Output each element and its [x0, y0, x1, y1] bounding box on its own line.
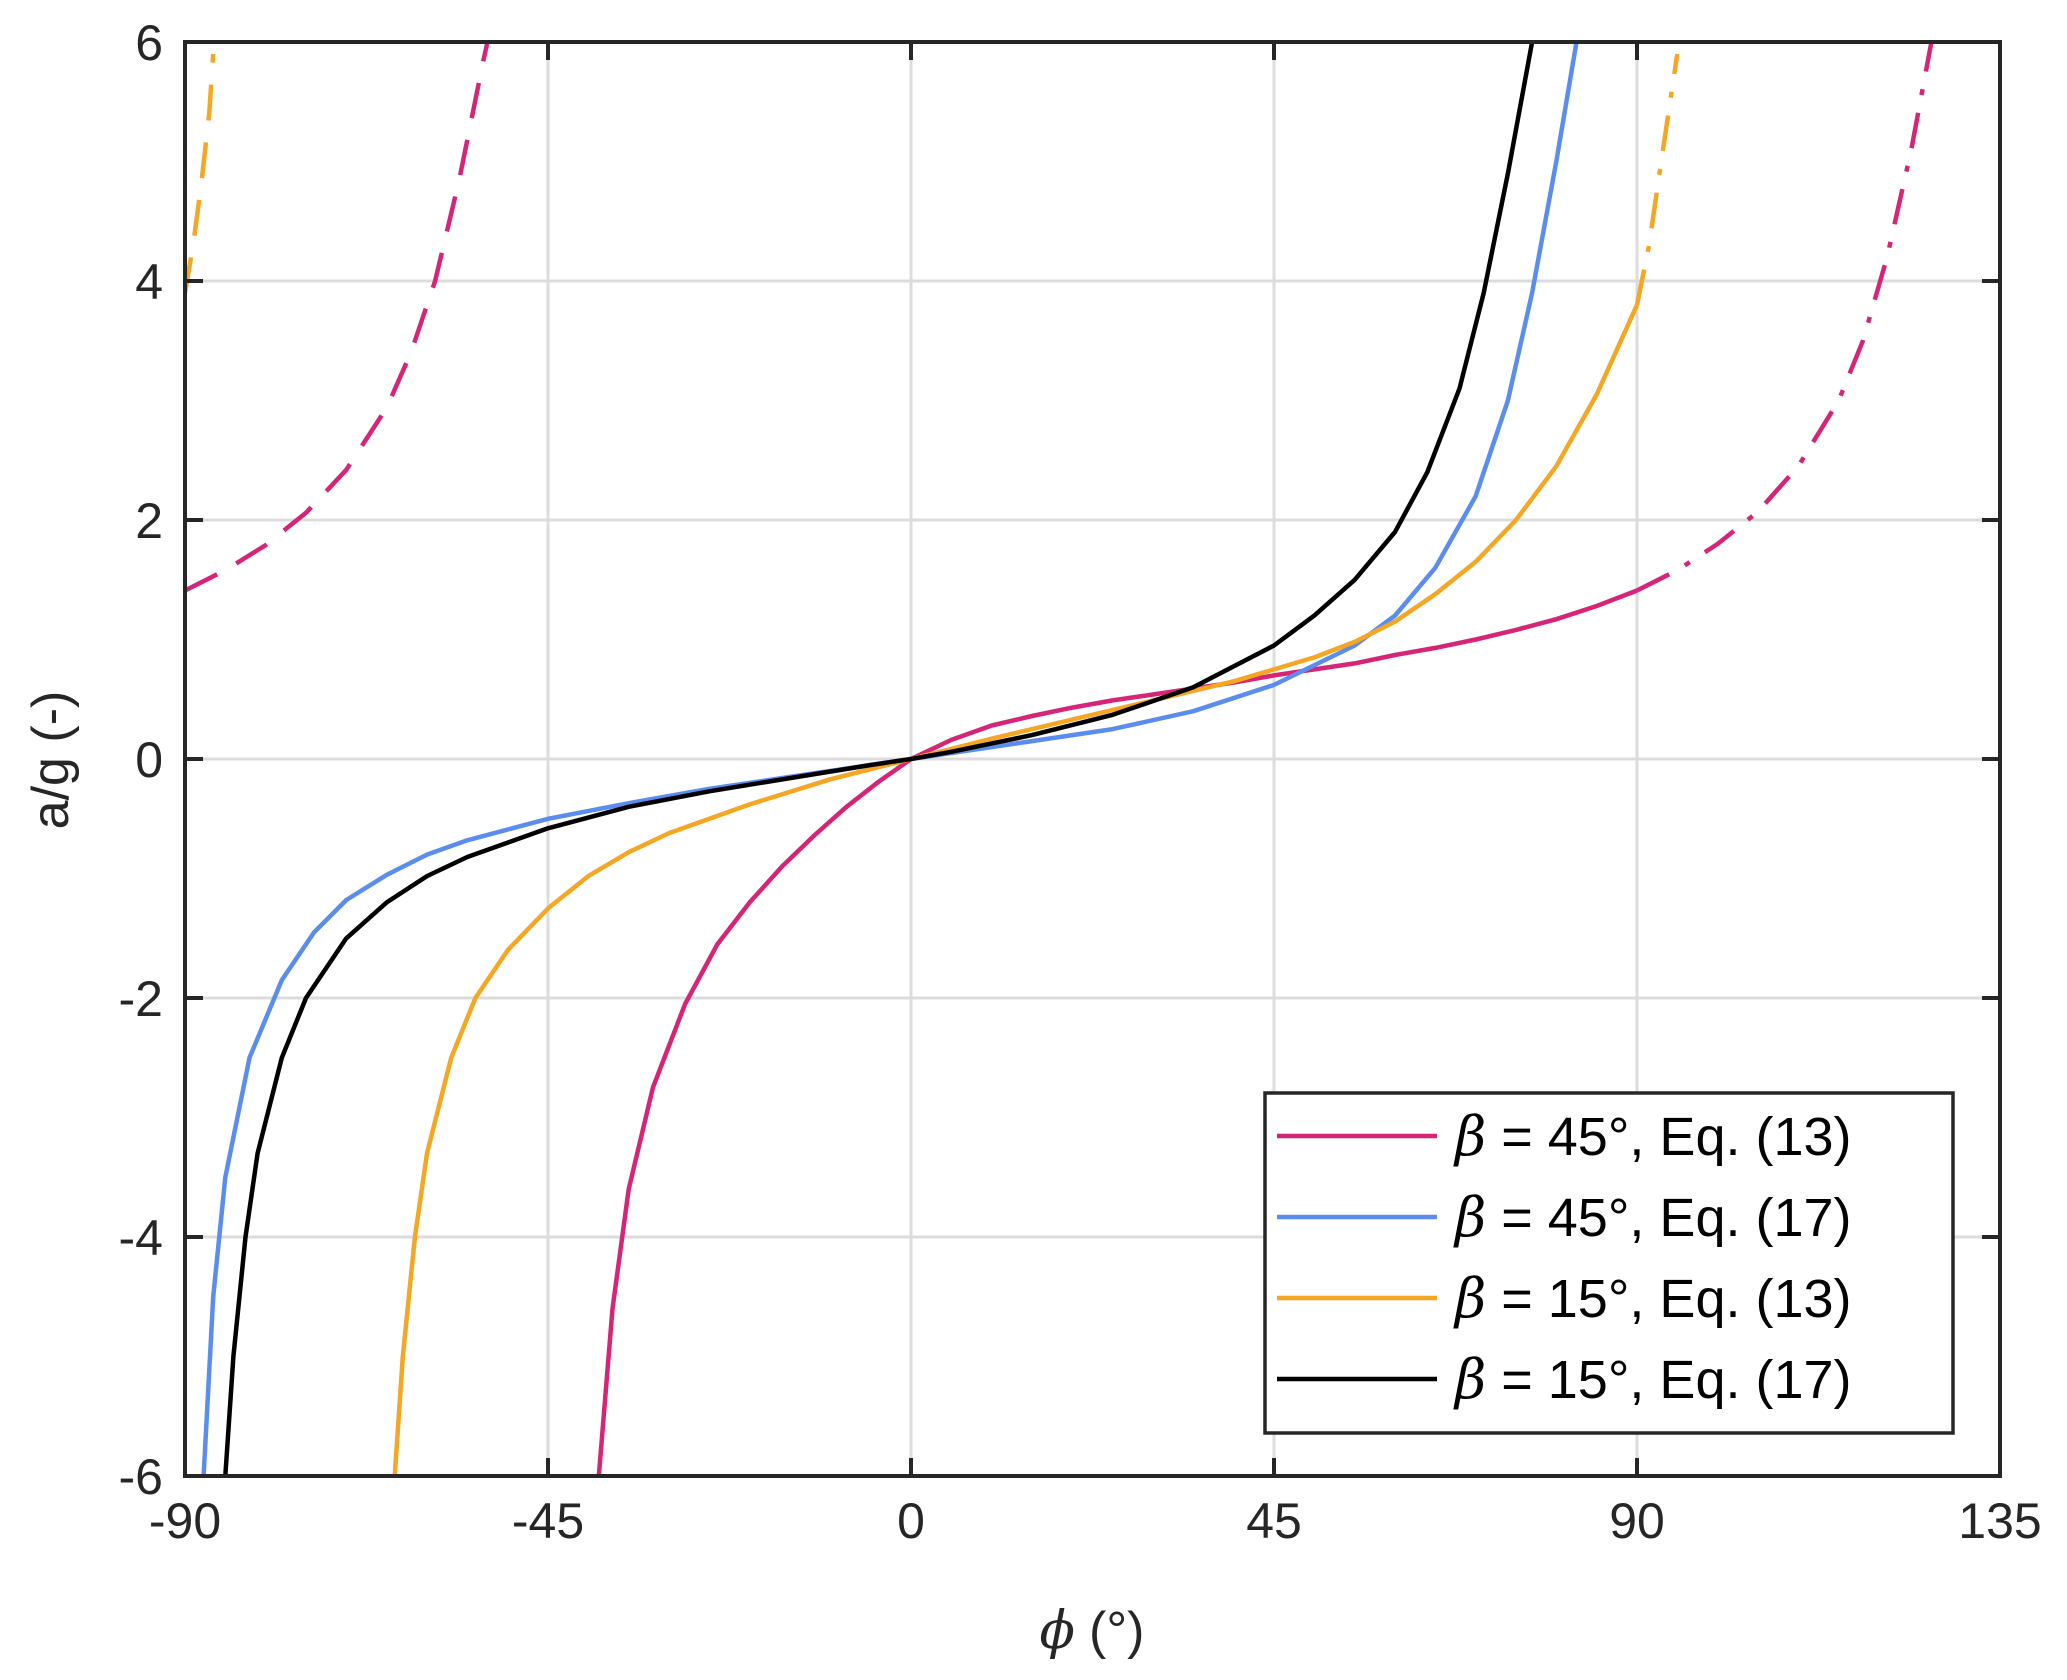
x-tick-label: -45 [512, 1493, 584, 1549]
legend-entry-label: β = 45°, Eq. (17) [1453, 1186, 1852, 1249]
legend-entry-text: = 45°, Eq. (17) [1486, 1188, 1851, 1248]
y-axis-label: a/g (-) [22, 691, 80, 830]
y-tick-label: 6 [135, 15, 163, 71]
series-1-dashed-line [185, 42, 490, 593]
x-tick-label: 45 [1246, 1493, 1302, 1549]
legend-entry-symbol: β [1453, 1186, 1486, 1249]
legend: β = 45°, Eq. (13)β = 45°, Eq. (17)β = 15… [1263, 1091, 1955, 1435]
series-lines [185, 42, 1934, 1476]
x-tick-label: 90 [1609, 1493, 1665, 1549]
series-4-solid-line [223, 42, 1535, 1476]
series-3-dashdot-line [1634, 53, 1680, 306]
y-tick-label: -2 [119, 971, 163, 1027]
x-tick-label: 135 [1958, 1493, 2041, 1549]
legend-entry-symbol: β [1453, 1348, 1486, 1411]
tick-marks [183, 40, 2002, 1478]
x-tick-label: 0 [897, 1493, 925, 1549]
x-tick-label: -90 [149, 1493, 221, 1549]
x-axis-label-symbol: ϕ [1040, 1601, 1075, 1661]
series-1-dashdot-line [1635, 42, 1934, 593]
legend-entry-symbol: β [1453, 1105, 1486, 1168]
y-tick-label: 4 [135, 254, 163, 310]
series-3-dashed-line [185, 53, 216, 294]
legend-entry-text: = 15°, Eq. (17) [1486, 1350, 1851, 1410]
x-axis-label: ϕ (°) [1040, 1601, 1145, 1661]
legend-entry-text: = 15°, Eq. (13) [1486, 1269, 1851, 1329]
x-axis-label-unit: (°) [1089, 1602, 1144, 1660]
y-tick-label: 0 [135, 732, 163, 788]
series-1-solid-line [596, 588, 1638, 1476]
legend-box [1263, 1091, 1955, 1435]
y-tick-label: -6 [119, 1449, 163, 1505]
y-tick-label: 2 [135, 493, 163, 549]
legend-entry-label: β = 45°, Eq. (13) [1453, 1105, 1852, 1168]
y-tick-label: -4 [119, 1210, 163, 1266]
tick-labels: -90 -45 0 45 90 135 -6 -4 -2 0 2 4 6 [119, 15, 2042, 1549]
legend-entry-label: β = 15°, Eq. (13) [1453, 1267, 1852, 1330]
legend-entry-label: β = 15°, Eq. (17) [1453, 1348, 1852, 1411]
legend-entry-text: = 45°, Eq. (13) [1486, 1107, 1851, 1167]
legend-entry-symbol: β [1453, 1267, 1486, 1330]
